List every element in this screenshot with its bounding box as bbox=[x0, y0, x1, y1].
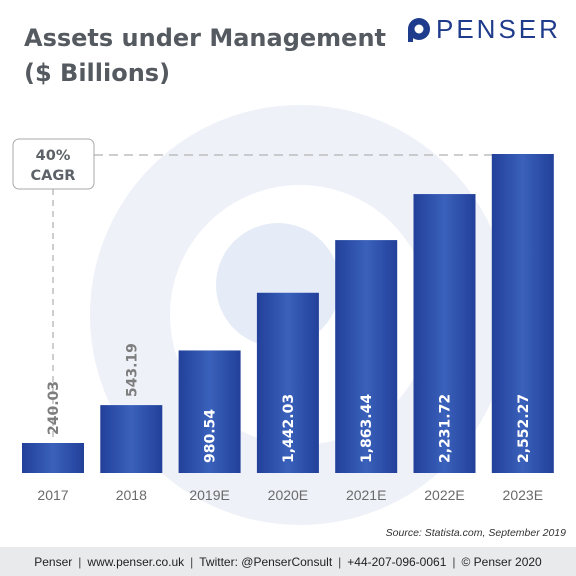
x-tick-2023e: 2023E bbox=[503, 487, 543, 503]
source-note: Source: Statista.com, September 2019 bbox=[386, 527, 567, 539]
chart-title-line1: Assets under Management bbox=[24, 24, 386, 52]
footer-separator: | bbox=[78, 554, 82, 569]
value-label-2023e: 2,552.27 bbox=[516, 394, 532, 463]
footer-separator: | bbox=[190, 554, 194, 569]
footer-phone: +44-207-096-0061 bbox=[347, 554, 447, 569]
x-tick-2020e: 2020E bbox=[268, 487, 308, 503]
value-label-2017: 240.03 bbox=[46, 381, 62, 435]
value-label-2018: 543.19 bbox=[124, 343, 140, 397]
bar-2018 bbox=[100, 405, 163, 473]
value-label-2021e: 1,863.44 bbox=[359, 394, 375, 463]
footer-twitter-link[interactable]: Twitter: @PenserConsult bbox=[199, 554, 333, 569]
value-label-2019e: 980.54 bbox=[203, 409, 219, 463]
x-tick-2017: 2017 bbox=[37, 487, 68, 503]
footer-company: Penser bbox=[34, 554, 73, 569]
cagr-box bbox=[12, 138, 95, 190]
footer-website-link[interactable]: www.penser.co.uk bbox=[87, 554, 185, 569]
x-tick-2019e: 2019E bbox=[189, 487, 229, 503]
footer-bar: Penser | www.penser.co.uk | Twitter: @Pe… bbox=[0, 547, 576, 576]
bar-2022e bbox=[413, 194, 476, 473]
x-tick-2021e: 2021E bbox=[346, 487, 386, 503]
bar-2020e bbox=[256, 292, 319, 473]
brand-logo: PENSER bbox=[408, 14, 561, 44]
bar-2017 bbox=[22, 442, 84, 473]
value-label-2020e: 1,442.03 bbox=[281, 394, 297, 463]
bar-2019e bbox=[178, 350, 241, 473]
chart-title-line2: ($ Billions) bbox=[24, 59, 170, 87]
bar-2021e bbox=[335, 240, 398, 473]
x-tick-2018: 2018 bbox=[116, 487, 147, 503]
brand-name: PENSER bbox=[436, 14, 561, 44]
penser-logo-icon bbox=[408, 18, 430, 42]
x-tick-2022e: 2022E bbox=[424, 487, 464, 503]
cagr-annotation: 40% CAGR bbox=[12, 138, 495, 438]
footer-separator: | bbox=[452, 554, 456, 569]
cagr-value: 40% bbox=[36, 148, 71, 164]
footer-copyright: © Penser 2020 bbox=[461, 554, 542, 569]
value-label-2022e: 2,231.72 bbox=[438, 394, 454, 463]
cagr-label: CAGR bbox=[31, 168, 76, 184]
bar-series: 240.03 543.19 980.54 1,442.03 1,863.44 2,231.… bbox=[22, 154, 554, 473]
x-axis-ticks: 2017 2018 2019E 2020E 2021E 2022E 2023E bbox=[37, 487, 543, 503]
footer-separator: | bbox=[338, 554, 342, 569]
bar-2023e bbox=[491, 154, 554, 473]
